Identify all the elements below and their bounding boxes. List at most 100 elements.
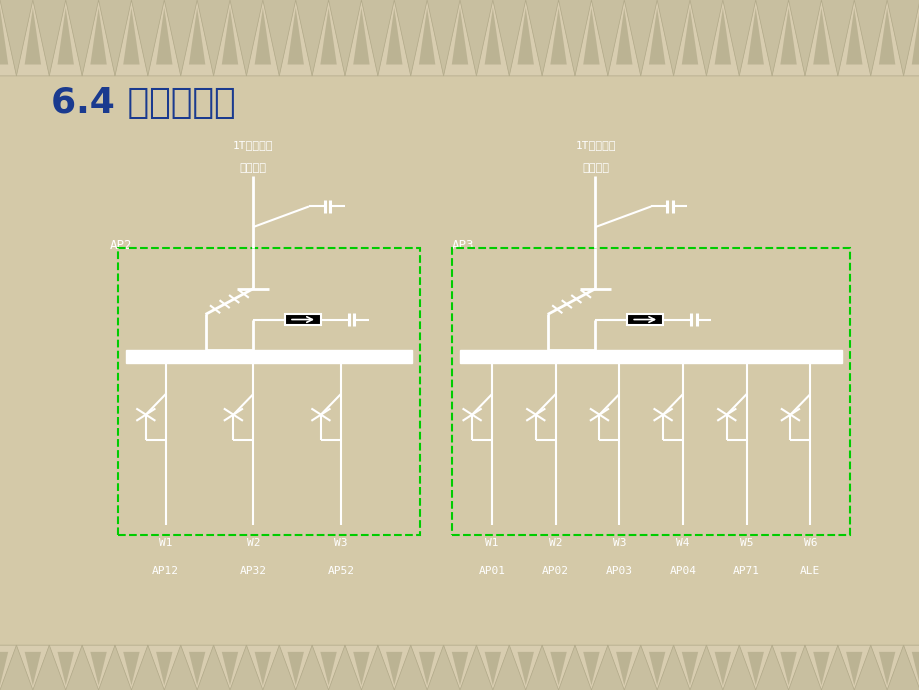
Text: W1: W1 xyxy=(159,538,172,548)
Polygon shape xyxy=(550,8,566,64)
Polygon shape xyxy=(706,645,739,690)
Text: 电站引来: 电站引来 xyxy=(240,163,267,172)
Polygon shape xyxy=(516,652,533,686)
Polygon shape xyxy=(213,645,246,690)
Polygon shape xyxy=(156,8,172,64)
Polygon shape xyxy=(902,0,919,76)
Polygon shape xyxy=(25,8,41,64)
Polygon shape xyxy=(681,652,698,686)
Polygon shape xyxy=(583,8,599,64)
Polygon shape xyxy=(616,652,632,686)
Text: W6: W6 xyxy=(802,538,816,548)
Polygon shape xyxy=(287,8,303,64)
Polygon shape xyxy=(484,652,501,686)
Polygon shape xyxy=(706,0,739,76)
Polygon shape xyxy=(255,652,271,686)
Text: AP3: AP3 xyxy=(452,239,474,251)
Polygon shape xyxy=(869,0,902,76)
Polygon shape xyxy=(714,8,731,64)
Polygon shape xyxy=(418,8,435,64)
Polygon shape xyxy=(771,0,804,76)
Polygon shape xyxy=(410,645,443,690)
Polygon shape xyxy=(509,0,541,76)
Polygon shape xyxy=(148,0,180,76)
Polygon shape xyxy=(779,652,796,686)
Polygon shape xyxy=(574,645,607,690)
Polygon shape xyxy=(541,645,574,690)
Polygon shape xyxy=(607,645,640,690)
Text: W2: W2 xyxy=(246,538,260,548)
Polygon shape xyxy=(410,0,443,76)
Bar xyxy=(0,0,919,76)
Polygon shape xyxy=(878,652,894,686)
Text: AP2: AP2 xyxy=(110,239,132,251)
Polygon shape xyxy=(804,0,837,76)
Text: AP32: AP32 xyxy=(240,566,267,576)
Polygon shape xyxy=(771,645,804,690)
Polygon shape xyxy=(681,8,698,64)
Polygon shape xyxy=(746,652,763,686)
Polygon shape xyxy=(443,645,476,690)
Polygon shape xyxy=(451,652,468,686)
Polygon shape xyxy=(0,8,8,64)
Bar xyxy=(627,314,663,325)
Polygon shape xyxy=(0,645,17,690)
Polygon shape xyxy=(50,0,82,76)
Polygon shape xyxy=(476,0,509,76)
Polygon shape xyxy=(17,0,50,76)
Polygon shape xyxy=(902,645,919,690)
Polygon shape xyxy=(25,652,41,686)
Text: 6.4 配电系统图: 6.4 配电系统图 xyxy=(51,86,235,120)
Polygon shape xyxy=(451,8,468,64)
Polygon shape xyxy=(188,652,205,686)
Polygon shape xyxy=(837,0,869,76)
Polygon shape xyxy=(845,652,862,686)
Polygon shape xyxy=(246,645,279,690)
Polygon shape xyxy=(516,8,533,64)
Polygon shape xyxy=(378,645,410,690)
Polygon shape xyxy=(353,8,369,64)
Polygon shape xyxy=(804,645,837,690)
Polygon shape xyxy=(607,0,640,76)
Polygon shape xyxy=(673,0,706,76)
Bar xyxy=(285,314,321,325)
Text: AP12: AP12 xyxy=(152,566,179,576)
Polygon shape xyxy=(418,652,435,686)
Text: 1T箱式变配: 1T箱式变配 xyxy=(574,139,615,150)
Polygon shape xyxy=(0,652,8,686)
Polygon shape xyxy=(50,645,82,690)
Polygon shape xyxy=(739,645,771,690)
Polygon shape xyxy=(714,652,731,686)
Polygon shape xyxy=(115,0,148,76)
Polygon shape xyxy=(640,645,673,690)
Text: W5: W5 xyxy=(739,538,753,548)
Polygon shape xyxy=(221,652,238,686)
Polygon shape xyxy=(312,645,345,690)
Text: AP02: AP02 xyxy=(541,566,569,576)
Polygon shape xyxy=(583,652,599,686)
Polygon shape xyxy=(180,0,213,76)
Bar xyxy=(118,248,420,535)
Polygon shape xyxy=(148,645,180,690)
Text: AP52: AP52 xyxy=(327,566,354,576)
Polygon shape xyxy=(484,8,501,64)
Polygon shape xyxy=(156,652,172,686)
Bar xyxy=(0,645,919,690)
Polygon shape xyxy=(213,0,246,76)
Text: W3: W3 xyxy=(334,538,347,548)
Bar xyxy=(460,351,841,363)
Polygon shape xyxy=(911,652,919,686)
Bar xyxy=(126,351,412,363)
Polygon shape xyxy=(312,0,345,76)
Polygon shape xyxy=(640,0,673,76)
Polygon shape xyxy=(541,0,574,76)
Polygon shape xyxy=(869,645,902,690)
Polygon shape xyxy=(911,8,919,64)
Polygon shape xyxy=(878,8,894,64)
Polygon shape xyxy=(57,652,74,686)
Text: 电站引来: 电站引来 xyxy=(582,163,608,172)
Text: W1: W1 xyxy=(484,538,498,548)
Polygon shape xyxy=(115,645,148,690)
Text: W4: W4 xyxy=(675,538,689,548)
Polygon shape xyxy=(246,0,279,76)
